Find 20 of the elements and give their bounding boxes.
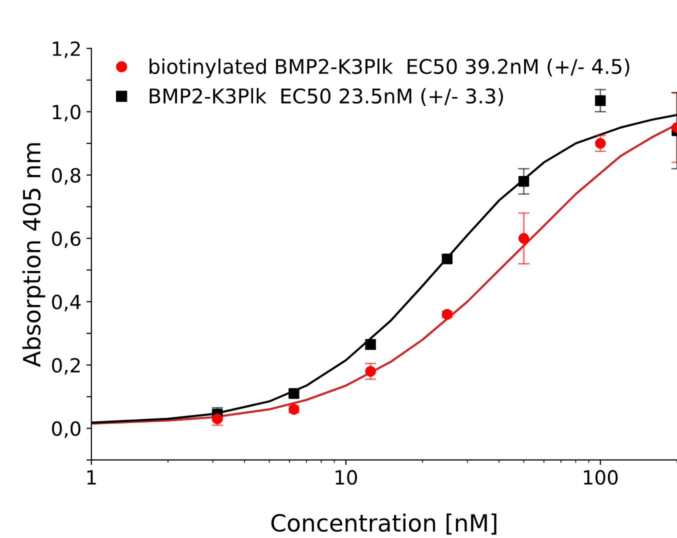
y-tick-label: 0,8 bbox=[52, 168, 80, 185]
y-tick-label: 0,2 bbox=[52, 358, 80, 375]
legend-label: biotinylated BMP2-K3Plk EC50 39.2nM (+/- 4.5) bbox=[150, 58, 630, 78]
y-tick-label: 0,6 bbox=[52, 231, 80, 248]
point bbox=[595, 95, 606, 106]
point bbox=[518, 176, 530, 187]
y-tick-label: 0,4 bbox=[52, 294, 81, 312]
y-tick-label: 1,0 bbox=[52, 104, 80, 122]
legend-label: BMP2-K3Plk EC50 23.5nM (+/- 3.3) bbox=[150, 88, 503, 106]
point bbox=[595, 138, 606, 149]
point bbox=[365, 366, 376, 377]
x-axis-title: Concentration [nM] bbox=[271, 514, 496, 535]
x-tick-label: 10 bbox=[336, 470, 357, 485]
point bbox=[518, 233, 530, 244]
x-tick-label: 1 bbox=[87, 470, 96, 484]
x-tick-label: 100 bbox=[584, 470, 618, 485]
y-tick-label: 1,2 bbox=[52, 41, 80, 58]
y-tick-label: 0,0 bbox=[52, 421, 80, 438]
y-axis-title: Absorption 405 nm bbox=[22, 143, 46, 367]
point bbox=[442, 254, 453, 264]
